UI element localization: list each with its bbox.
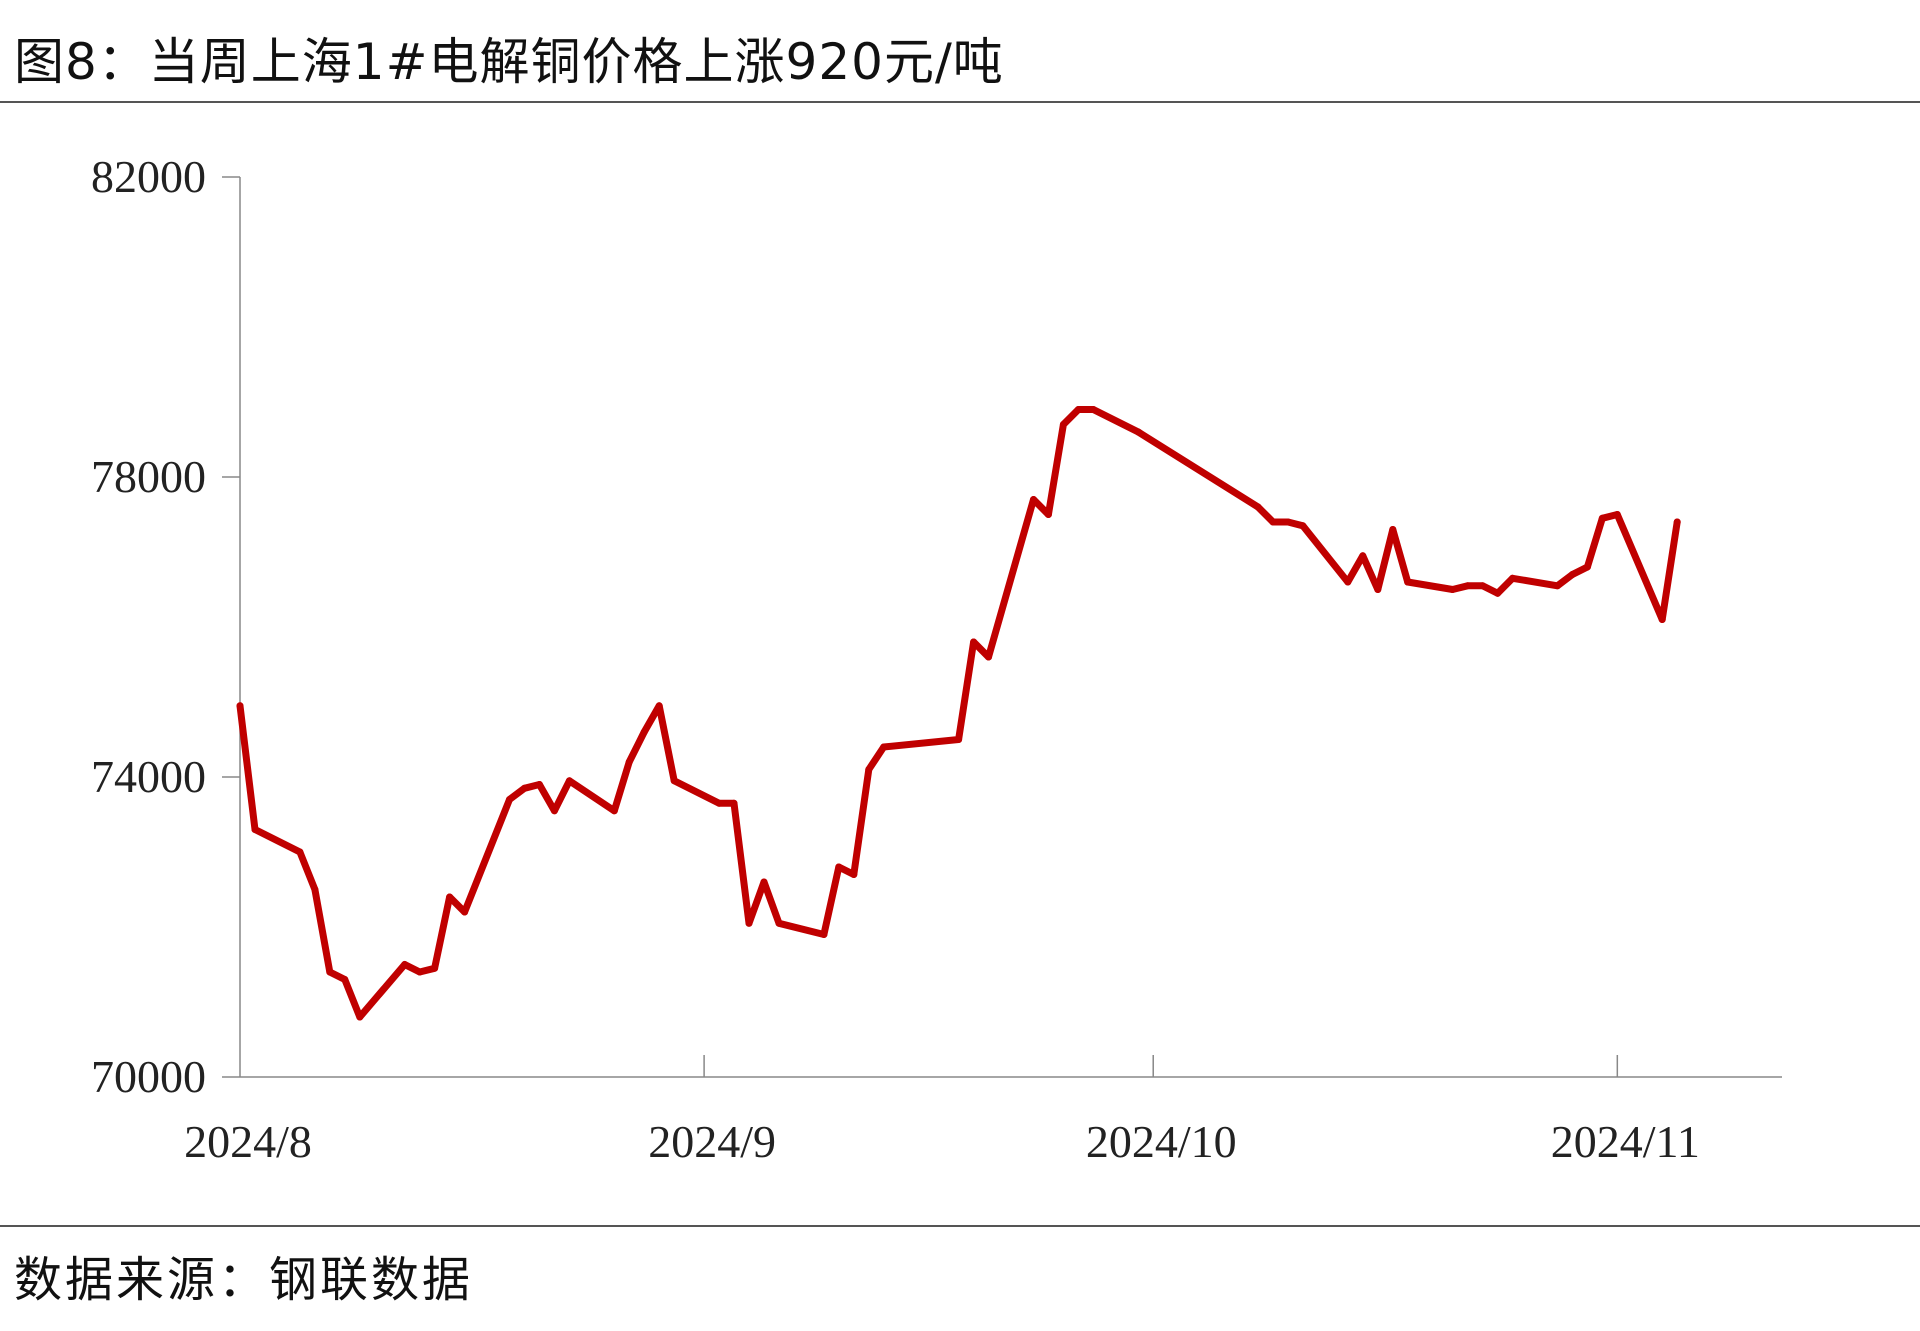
data-point xyxy=(865,766,873,773)
data-point xyxy=(1583,563,1591,571)
y-tick-label: 78000 xyxy=(91,451,206,502)
data-point xyxy=(461,908,469,916)
data-point xyxy=(1044,511,1052,518)
x-tick-label: 2024/9 xyxy=(648,1116,776,1167)
data-point xyxy=(1479,582,1487,590)
data-point xyxy=(1134,428,1142,436)
data-point xyxy=(1344,578,1352,586)
data-point xyxy=(760,878,768,886)
data-point xyxy=(955,736,963,743)
data-point xyxy=(1553,582,1561,590)
data-point xyxy=(820,931,828,938)
data-point xyxy=(326,968,334,976)
data-point xyxy=(1089,406,1097,413)
data-point xyxy=(655,702,663,710)
data-point xyxy=(1254,503,1262,511)
data-point xyxy=(1449,586,1457,593)
data-point xyxy=(356,1013,364,1021)
data-point xyxy=(625,758,633,766)
data-point xyxy=(1389,526,1397,533)
x-axis: 2024/8 2024/9 2024/10 2024/11 xyxy=(184,1055,1782,1167)
x-tick-label: 2024/10 xyxy=(1086,1116,1237,1167)
data-point xyxy=(401,961,409,968)
data-point xyxy=(1613,511,1621,518)
data-point xyxy=(550,807,558,815)
data-point xyxy=(1284,518,1292,526)
data-point xyxy=(311,886,319,893)
x-tick-label: 2024/8 xyxy=(184,1116,312,1167)
y-axis: 70000 74000 78000 82000 xyxy=(91,151,241,1102)
data-point xyxy=(745,919,753,927)
data-point xyxy=(1359,552,1367,560)
data-point xyxy=(1299,522,1307,530)
data-source-note: 数据来源：钢联数据 xyxy=(14,1252,474,1308)
page-title: 图8：当周上海1#电解铜价格上涨920元/吨 xyxy=(14,33,1004,91)
data-point xyxy=(610,807,618,815)
data-point xyxy=(1509,574,1516,582)
series-line xyxy=(236,406,1681,1021)
data-point xyxy=(1673,518,1681,526)
data-point xyxy=(850,871,858,878)
data-point xyxy=(565,777,573,785)
data-point xyxy=(341,976,349,983)
data-point xyxy=(985,653,992,661)
x-tick-label: 2024/11 xyxy=(1551,1116,1700,1167)
data-point xyxy=(416,968,424,976)
data-point xyxy=(1374,586,1382,593)
data-point xyxy=(1404,578,1412,586)
y-tick-label: 70000 xyxy=(91,1051,206,1102)
data-point xyxy=(296,848,304,856)
data-point xyxy=(1030,496,1037,503)
plot-series xyxy=(236,406,1681,1021)
data-point xyxy=(880,743,888,751)
data-point xyxy=(715,799,723,807)
y-tick-label: 82000 xyxy=(91,151,206,202)
data-point xyxy=(506,796,513,803)
y-tick-label: 74000 xyxy=(91,751,206,802)
data-point xyxy=(1494,589,1502,597)
data-point xyxy=(431,964,439,972)
data-point xyxy=(970,638,978,646)
data-point xyxy=(835,863,843,871)
data-point xyxy=(1598,514,1606,522)
data-point xyxy=(1464,582,1472,590)
data-point xyxy=(730,799,738,807)
bottom-divider xyxy=(0,1225,1920,1227)
data-point xyxy=(775,919,783,927)
data-point xyxy=(1568,571,1576,578)
data-point xyxy=(1074,406,1082,413)
data-point xyxy=(446,893,454,901)
data-point xyxy=(1269,518,1277,526)
data-point xyxy=(1658,616,1666,623)
data-point xyxy=(251,826,259,833)
data-point xyxy=(520,784,528,792)
data-point xyxy=(670,777,678,785)
data-point xyxy=(535,781,543,788)
data-point xyxy=(640,728,648,736)
data-point xyxy=(236,702,244,710)
top-divider xyxy=(0,101,1920,103)
data-point xyxy=(1059,421,1067,428)
